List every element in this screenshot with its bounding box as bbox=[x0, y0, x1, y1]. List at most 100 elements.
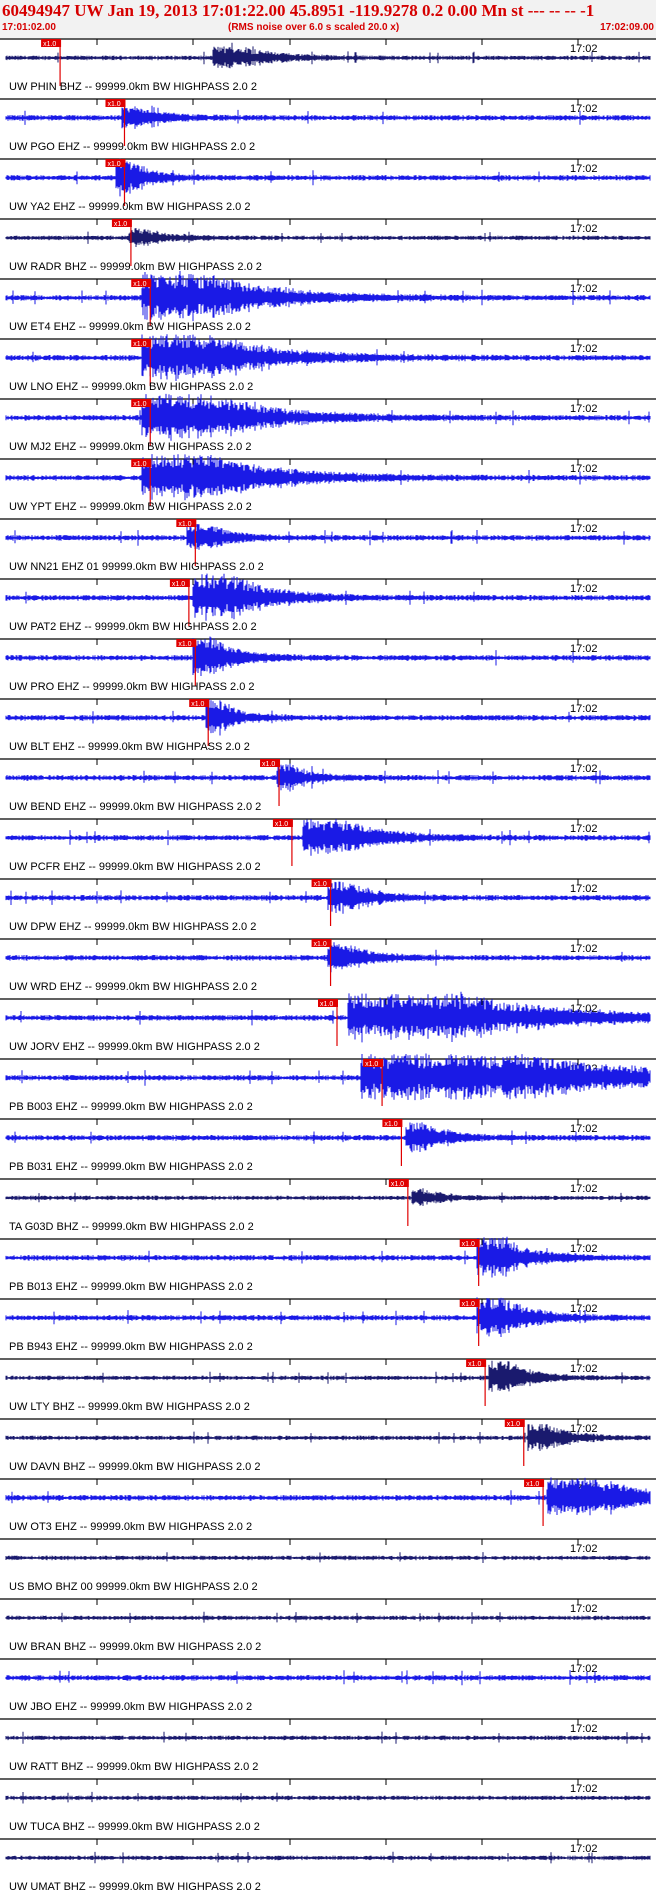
pick-marker bbox=[311, 879, 332, 887]
pick-marker bbox=[388, 1179, 409, 1187]
time-tick-label: 17:02 bbox=[570, 643, 598, 655]
waveform-trace bbox=[5, 1122, 651, 1153]
trace-row: 17:02 x1.0 UW PGO EHZ -- 99999.0km BW HIGH… bbox=[0, 98, 656, 153]
waveform-trace bbox=[5, 1053, 651, 1101]
trace-row: 17:02 x1.0 UW BLT EHZ -- 99999.0km BW HIGH… bbox=[0, 698, 656, 753]
waveform-trace bbox=[5, 942, 651, 973]
trace-row: 17:02 x1.0 UW PCFR EHZ -- 99999.0km BW HIG… bbox=[0, 818, 656, 873]
station-label: PB B003 EHZ -- 99999.0km BW HIGHPASS 2.0… bbox=[9, 1101, 253, 1113]
time-tick-label: 17:02 bbox=[570, 1603, 598, 1615]
time-tick-label: 17:02 bbox=[570, 1363, 598, 1375]
waveform-trace bbox=[5, 1297, 651, 1337]
station-label: UW WRD EHZ -- 99999.0km BW HIGHPASS 2.0 … bbox=[9, 981, 257, 993]
station-label: UW RADR BHZ -- 99999.0km BW HIGHPASS 2.0… bbox=[9, 261, 262, 273]
station-label: UW TUCA BHZ -- 99999.0km BW HIGHPASS 2.0… bbox=[9, 1821, 260, 1833]
trace-row: 17:02 x1.0 PB B943 EHZ -- 99999.0km BW HIG… bbox=[0, 1297, 656, 1353]
waveform-trace bbox=[5, 1552, 651, 1563]
pick-marker-label: x1.0 bbox=[133, 461, 146, 468]
time-tick-label: 17:02 bbox=[570, 883, 598, 895]
pick-marker bbox=[524, 1479, 545, 1487]
waveform-trace bbox=[5, 819, 651, 856]
pick-marker-label: x1.0 bbox=[314, 941, 327, 948]
waveform-trace bbox=[5, 763, 651, 792]
waveform-trace bbox=[5, 1851, 651, 1864]
pick-marker-label: x1.0 bbox=[462, 1301, 475, 1308]
pick-marker bbox=[311, 939, 332, 947]
time-tick-label: 17:02 bbox=[570, 523, 598, 535]
time-tick-label: 17:02 bbox=[570, 103, 598, 115]
pick-marker bbox=[466, 1359, 487, 1367]
rms-noise-subtitle: (RMS noise over 6.0 s scaled 20.0 x) bbox=[228, 22, 400, 33]
trace-row: 17:02 x1.0 UW LNO EHZ -- 99999.0km BW HIGH… bbox=[0, 334, 656, 393]
pick-marker-label: x1.0 bbox=[391, 1181, 404, 1188]
pick-marker-label: x1.0 bbox=[320, 1001, 333, 1008]
station-label: UW YPT EHZ -- 99999.0km BW HIGHPASS 2.0 … bbox=[9, 501, 252, 513]
station-label: UW BRAN BHZ -- 99999.0km BW HIGHPASS 2.0… bbox=[9, 1641, 261, 1653]
pick-marker bbox=[189, 699, 210, 707]
pick-marker-label: x1.0 bbox=[133, 401, 146, 408]
station-label: UW ET4 EHZ -- 99999.0km BW HIGHPASS 2.0 … bbox=[9, 321, 251, 333]
station-label: UW JBO EHZ -- 99999.0km BW HIGHPASS 2.0 … bbox=[9, 1701, 252, 1713]
station-label: PB B031 EHZ -- 99999.0km BW HIGHPASS 2.0… bbox=[9, 1161, 253, 1173]
station-label: UW BEND EHZ -- 99999.0km BW HIGHPASS 2.0… bbox=[9, 801, 261, 813]
station-label: UW RATT BHZ -- 99999.0km BW HIGHPASS 2.0… bbox=[9, 1761, 258, 1773]
station-label: UW PCFR EHZ -- 99999.0km BW HIGHPASS 2.0… bbox=[9, 861, 261, 873]
waveform-trace bbox=[5, 1236, 651, 1278]
waveform-trace bbox=[5, 454, 651, 501]
time-tick-label: 17:02 bbox=[570, 403, 598, 415]
pick-marker bbox=[169, 579, 190, 587]
trace-row: 17:02 x1.0 PB B031 EHZ -- 99999.0km BW HIG… bbox=[0, 1118, 656, 1173]
pick-marker-label: x1.0 bbox=[384, 1121, 397, 1128]
trace-row: 17:02 x1.0 UW PHIN BHZ -- 99999.0km BW HIG… bbox=[0, 38, 656, 93]
start-time-label: 17:01:02.00 bbox=[2, 22, 56, 33]
time-tick-label: 17:02 bbox=[570, 1843, 598, 1855]
pick-marker bbox=[131, 459, 152, 467]
waveform-trace bbox=[5, 1791, 651, 1804]
pick-marker bbox=[131, 339, 152, 347]
seismogram-traces: 17:02 x1.0 UW PHIN BHZ -- 99999.0km BW HIG… bbox=[0, 38, 656, 1893]
trace-row: 17:02 x1.0 UW RADR BHZ -- 99999.0km BW HIG… bbox=[0, 218, 656, 273]
pick-marker bbox=[363, 1059, 384, 1067]
pick-marker bbox=[105, 159, 126, 167]
pick-marker-label: x1.0 bbox=[462, 1241, 475, 1248]
waveform-trace bbox=[5, 228, 651, 247]
station-label: UW DPW EHZ -- 99999.0km BW HIGHPASS 2.0 … bbox=[9, 921, 256, 933]
trace-row: 17:02 UW RATT BHZ -- 99999.0km BW HIGHPAS… bbox=[0, 1718, 656, 1773]
time-tick-label: 17:02 bbox=[570, 163, 598, 175]
pick-marker bbox=[41, 39, 62, 47]
trace-row: 17:02 x1.0 UW PRO EHZ -- 99999.0km BW HIGH… bbox=[0, 636, 656, 693]
pick-marker bbox=[272, 819, 293, 827]
waveform-trace bbox=[5, 523, 651, 550]
waveform-trace bbox=[5, 393, 651, 441]
pick-marker-label: x1.0 bbox=[507, 1421, 520, 1428]
time-tick-label: 17:02 bbox=[570, 1783, 598, 1795]
time-tick-label: 17:02 bbox=[570, 1543, 598, 1555]
trace-row: 17:02 x1.0 UW LTY BHZ -- 99999.0km BW HIGH… bbox=[0, 1358, 656, 1413]
pick-marker bbox=[318, 999, 338, 1007]
time-tick-label: 17:02 bbox=[570, 283, 598, 295]
pick-marker-label: x1.0 bbox=[43, 41, 56, 48]
pick-marker-label: x1.0 bbox=[365, 1061, 378, 1068]
trace-row: 17:02 US BMO BHZ 00 99999.0km BW HIGHPASS… bbox=[0, 1538, 656, 1593]
plot-header: 60494947 UW Jan 19, 2013 17:01:22.00 45.… bbox=[0, 0, 656, 38]
pick-marker bbox=[131, 399, 152, 407]
station-label: UW PAT2 EHZ -- 99999.0km BW HIGHPASS 2.0… bbox=[9, 621, 257, 633]
trace-row: 17:02 x1.0 UW MJ2 EHZ -- 99999.0km BW HIGH… bbox=[0, 393, 656, 453]
trace-row: 17:02 UW UMAT BHZ -- 99999.0km BW HIGHPAS… bbox=[0, 1838, 656, 1893]
trace-row: 17:02 x1.0 UW WRD EHZ -- 99999.0km BW HIGH… bbox=[0, 938, 656, 993]
pick-marker-label: x1.0 bbox=[107, 101, 120, 108]
trace-row: 17:02 x1.0 UW PAT2 EHZ -- 99999.0km BW HIG… bbox=[0, 573, 656, 633]
waveform-trace bbox=[5, 1360, 651, 1392]
station-label: UW YA2 EHZ -- 99999.0km BW HIGHPASS 2.0 … bbox=[9, 201, 250, 213]
time-tick-label: 17:02 bbox=[570, 1663, 598, 1675]
station-label: UW UMAT BHZ -- 99999.0km BW HIGHPASS 2.0… bbox=[9, 1881, 261, 1893]
waveform-trace bbox=[5, 334, 651, 381]
trace-row: 17:02 x1.0 PB B013 EHZ -- 99999.0km BW HIG… bbox=[0, 1236, 656, 1293]
trace-row: 17:02 x1.0 UW DAVN BHZ -- 99999.0km BW HIG… bbox=[0, 1418, 656, 1473]
time-tick-label: 17:02 bbox=[570, 703, 598, 715]
waveform-trace bbox=[5, 573, 651, 621]
waveform-trace bbox=[5, 1477, 651, 1516]
